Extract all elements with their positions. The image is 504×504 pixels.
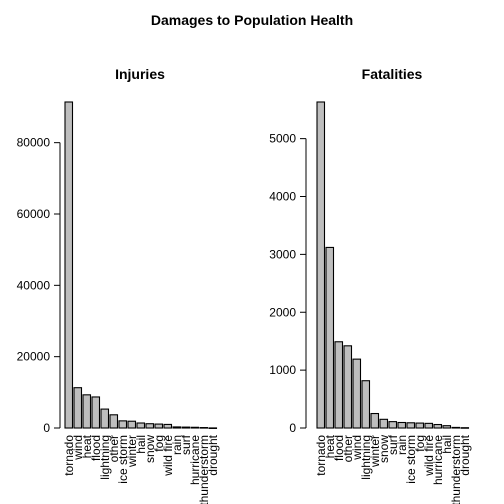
panel-2-category-label-1: heat	[323, 434, 337, 458]
panel-1-bar-2	[82, 394, 92, 429]
panel-2-bar-4	[352, 358, 362, 429]
panel-2-category-label-13: hurricane	[431, 435, 445, 485]
panel-1-category-label-7: winter	[125, 435, 139, 468]
panel-2-y-tick-label-5: 5000	[269, 132, 296, 146]
panel-2-bar-12	[424, 422, 434, 429]
panel-1-category-label-2: heat	[80, 434, 94, 458]
panel-1-title: Injuries	[115, 66, 165, 82]
panel-2-category-label-10: ice storm	[404, 435, 418, 484]
panel-2-category-label-6: winter	[368, 435, 382, 468]
panel-2-bar-7	[379, 418, 389, 429]
panel-2-category-label-2: flood	[332, 435, 346, 461]
panel-1-bar-5	[109, 414, 119, 429]
panel-1-category-label-9: snow	[143, 435, 157, 463]
panel-2-bar-6	[370, 412, 380, 429]
panel-2-bar-2	[334, 341, 344, 429]
panel-2-y-tick-label-0: 0	[289, 421, 296, 435]
panel-1-category-label-15: thunderstorm	[197, 435, 211, 504]
panel-1-category-label-6: ice storm	[116, 435, 130, 484]
panel-2-bar-3	[343, 345, 353, 429]
panel-2-title: Fatalities	[362, 66, 423, 82]
panel-1-bar-7	[127, 420, 137, 429]
panel-1-bar-13	[181, 426, 191, 429]
panel-2-category-label-12: wild fire	[422, 435, 436, 477]
panel-2-category-label-9: rain	[395, 435, 409, 455]
panel-2-category-label-3: other	[341, 435, 355, 462]
panel-2-category-label-4: wind	[350, 435, 364, 461]
panel-1-y-tick-label-3: 60000	[17, 207, 51, 221]
panel-1-bar-14	[190, 426, 200, 429]
panel-1-bar-10	[154, 423, 164, 429]
panel-2-bar-5	[361, 380, 371, 429]
panel-2-category-label-5: lightning	[359, 435, 373, 480]
panel-2-category-label-8: surf	[386, 434, 400, 455]
panel-2-bar-14	[442, 425, 452, 429]
panel-1-bar-1	[73, 387, 83, 429]
panel-2-category-label-11: fog	[413, 435, 427, 452]
panel-1-category-label-8: hail	[134, 435, 148, 454]
panel-2-bar-10	[406, 422, 416, 429]
panel-1-category-label-11: wild fire	[161, 435, 175, 477]
panel-2-bar-13	[433, 423, 443, 429]
panel-2-category-label-14: hail	[440, 435, 454, 454]
panel-2-bar-9	[397, 421, 407, 429]
panel-2-category-label-7: snow	[377, 435, 391, 463]
panel-1-category-label-3: flood	[89, 435, 103, 461]
panel-2-bar-1	[325, 246, 335, 429]
figure-title: Damages to Population Health	[150, 12, 354, 28]
panel-2-category-label-0: tornado	[314, 435, 328, 476]
panel-1-category-label-16: drought	[206, 434, 220, 475]
panel-1-y-tick-label-1: 20000	[17, 350, 51, 364]
panel-1-y-tick-label-2: 40000	[17, 278, 51, 292]
panel-2-y-tick-label-2: 2000	[269, 305, 296, 319]
panel-2-y-tick-label-3: 3000	[269, 247, 296, 261]
panel-1-category-label-14: hurricane	[188, 435, 202, 485]
panel-1-category-label-10: fog	[152, 435, 166, 452]
panel-1-bar-4	[100, 408, 110, 429]
panel-2-category-label-15: thunderstorm	[449, 435, 463, 504]
panel-1-y-tick-label-0: 0	[43, 421, 50, 435]
panel-2-bar-0	[316, 101, 326, 429]
panel-1-bar-6	[118, 420, 128, 429]
panel-1-bar-9	[145, 423, 155, 429]
panel-2-bar-15	[451, 426, 461, 429]
panel-1-bar-16	[208, 427, 218, 429]
panel-1-category-label-13: surf	[179, 434, 193, 455]
panel-2-bar-11	[415, 422, 425, 429]
panel-1-bar-3	[91, 396, 101, 429]
panel-1-bar-0	[64, 101, 74, 429]
panel-1-category-label-4: lightning	[98, 435, 112, 480]
panel-2-category-label-16: drought	[458, 434, 472, 475]
panel-1-bar-8	[136, 422, 146, 429]
panel-1-y-tick-label-4: 80000	[17, 136, 51, 150]
panel-2-bar-8	[388, 421, 398, 429]
panel-1-category-label-0: tornado	[62, 435, 76, 476]
panel-2-bar-16	[460, 427, 470, 429]
panel-1-bar-12	[172, 426, 182, 429]
panel-1-bar-15	[199, 427, 209, 429]
panel-1-category-label-12: rain	[170, 435, 184, 455]
panel-2-y-tick-label-1: 1000	[269, 363, 296, 377]
panel-1-category-label-1: wind	[71, 435, 85, 461]
panel-2-y-tick-label-4: 4000	[269, 190, 296, 204]
panel-1-bar-11	[163, 423, 173, 429]
panel-1-category-label-5: other	[107, 435, 121, 462]
